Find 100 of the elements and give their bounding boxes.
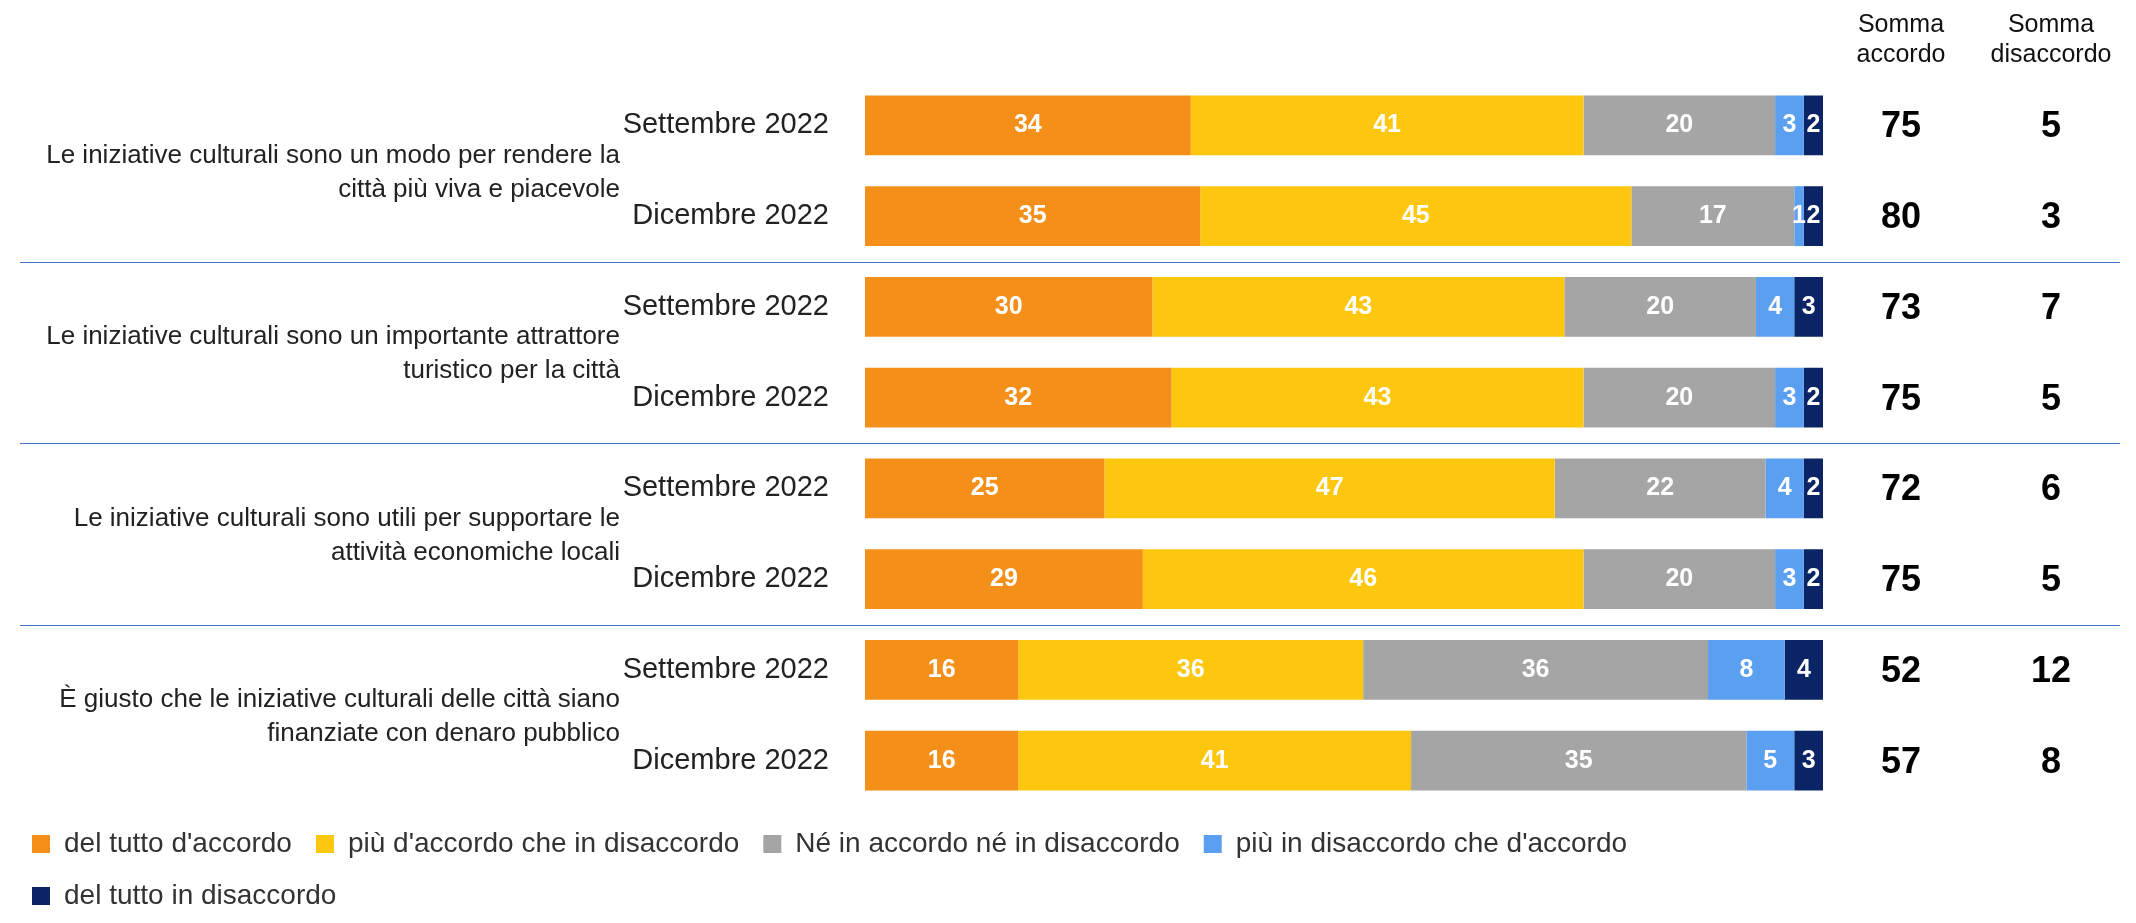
bar bbox=[1200, 186, 1632, 247]
text: 57 bbox=[1879, 739, 1922, 781]
text: Le iniziative culturali sono un modo per rendere la città più viva e piacevole bbox=[45, 137, 620, 205]
text: 80 bbox=[1879, 195, 1922, 237]
bar bbox=[1583, 367, 1776, 428]
bar bbox=[1152, 276, 1565, 337]
data-label: 47 bbox=[1315, 472, 1344, 501]
y-tick-label: Settembre 2022 bbox=[622, 470, 829, 503]
bar bbox=[865, 730, 1019, 791]
data-label: 4 bbox=[1777, 472, 1792, 501]
bar bbox=[1794, 276, 1823, 337]
text: 5 bbox=[2040, 376, 2062, 418]
data-label: 32 bbox=[1004, 381, 1033, 410]
data-label: 30 bbox=[994, 290, 1023, 319]
text: Le iniziative culturali sono un importante attrattore turistico per la città bbox=[45, 319, 620, 387]
bar bbox=[1775, 95, 1804, 156]
bar bbox=[1583, 549, 1776, 610]
data-label: 3 bbox=[1801, 290, 1816, 319]
bar bbox=[865, 276, 1153, 337]
text: 73 bbox=[1879, 285, 1922, 327]
text: 72 bbox=[1879, 467, 1922, 509]
data-label: 8 bbox=[1739, 653, 1754, 682]
text: Le iniziative culturali sono utili per supportare le attività economiche locali bbox=[72, 500, 620, 568]
bar bbox=[865, 95, 1191, 156]
data-label: 20 bbox=[1665, 381, 1694, 410]
y-tick-label: Dicembre 2022 bbox=[632, 742, 829, 775]
bar bbox=[1142, 549, 1584, 610]
legend-label: del tutto d'accordo bbox=[64, 826, 292, 858]
data-label: 35 bbox=[1018, 200, 1047, 229]
bar bbox=[1775, 549, 1804, 610]
data-label: 35 bbox=[1564, 744, 1593, 773]
bar bbox=[1746, 730, 1795, 791]
bar bbox=[1583, 95, 1776, 156]
text: È giusto che le iniziative culturali delle città siano finanziate con denaro pubblico bbox=[58, 682, 620, 750]
data-label: 29 bbox=[990, 563, 1018, 592]
text: Somma accordo bbox=[1855, 8, 1947, 68]
data-label: 20 bbox=[1646, 290, 1675, 319]
data-label: 16 bbox=[927, 744, 956, 773]
data-label: 5 bbox=[1763, 744, 1778, 773]
data-label: 2 bbox=[1806, 109, 1821, 138]
bar bbox=[1171, 367, 1584, 428]
bar bbox=[1363, 639, 1709, 700]
data-label: 45 bbox=[1401, 200, 1430, 229]
text: 12 bbox=[2029, 648, 2072, 690]
bar bbox=[1708, 639, 1785, 700]
text: 52 bbox=[1879, 648, 1922, 690]
data-label: 3 bbox=[1782, 563, 1797, 592]
data-label: 41 bbox=[1373, 109, 1402, 138]
y-tick-label: Settembre 2022 bbox=[622, 288, 829, 321]
data-label: 20 bbox=[1665, 109, 1694, 138]
y-tick-label: Settembre 2022 bbox=[622, 107, 829, 140]
text: 75 bbox=[1879, 104, 1922, 146]
bar bbox=[1765, 458, 1804, 519]
text: Somma disaccordo bbox=[1989, 8, 2113, 68]
y-tick-label: Dicembre 2022 bbox=[632, 379, 829, 412]
y-tick-label: Dicembre 2022 bbox=[632, 198, 829, 231]
bar bbox=[1104, 458, 1555, 519]
text: 75 bbox=[1879, 376, 1922, 418]
bar bbox=[1794, 730, 1823, 791]
data-label: 43 bbox=[1363, 381, 1392, 410]
bar bbox=[1018, 639, 1364, 700]
text: 7 bbox=[2040, 285, 2062, 327]
bar bbox=[1631, 186, 1795, 247]
data-label: 16 bbox=[927, 653, 956, 682]
text: 75 bbox=[1879, 558, 1922, 600]
data-label: 34 bbox=[1013, 109, 1042, 138]
data-label: 2 bbox=[1806, 563, 1821, 592]
data-label: 3 bbox=[1782, 381, 1797, 410]
data-label: 22 bbox=[1646, 472, 1675, 501]
legend-label: più d'accordo che in disaccordo bbox=[347, 826, 740, 858]
data-label: 2 bbox=[1806, 381, 1821, 410]
bar bbox=[865, 367, 1172, 428]
data-label: 3 bbox=[1782, 109, 1797, 138]
text: 3 bbox=[2040, 195, 2062, 237]
y-tick-label: Dicembre 2022 bbox=[632, 561, 829, 594]
data-label: 4 bbox=[1796, 653, 1811, 682]
data-label: 41 bbox=[1200, 744, 1229, 773]
data-label: 43 bbox=[1344, 290, 1373, 319]
bar bbox=[865, 549, 1143, 610]
data-label: 46 bbox=[1349, 563, 1378, 592]
legend-label: più in disaccordo che d'accordo bbox=[1235, 826, 1628, 858]
y-tick-label: Settembre 2022 bbox=[622, 651, 829, 684]
text: 8 bbox=[2040, 739, 2062, 781]
data-label: 3 bbox=[1801, 744, 1816, 773]
data-label: 20 bbox=[1665, 563, 1694, 592]
data-label: 2 bbox=[1806, 472, 1821, 501]
bar bbox=[865, 639, 1019, 700]
legend-label: del tutto in disaccordo bbox=[64, 878, 337, 910]
bar bbox=[1564, 276, 1756, 337]
legend-label: Né in accordo né in disaccordo bbox=[795, 826, 1180, 858]
text: 6 bbox=[2040, 467, 2062, 509]
bar bbox=[865, 458, 1105, 519]
data-label: 17 bbox=[1698, 200, 1727, 229]
data-label: 36 bbox=[1521, 653, 1550, 682]
bar bbox=[1190, 95, 1584, 156]
data-label: 2 bbox=[1806, 200, 1821, 229]
text: 5 bbox=[2040, 104, 2062, 146]
data-label: 25 bbox=[970, 472, 999, 501]
bar bbox=[1018, 730, 1412, 791]
data-label: 36 bbox=[1176, 653, 1205, 682]
